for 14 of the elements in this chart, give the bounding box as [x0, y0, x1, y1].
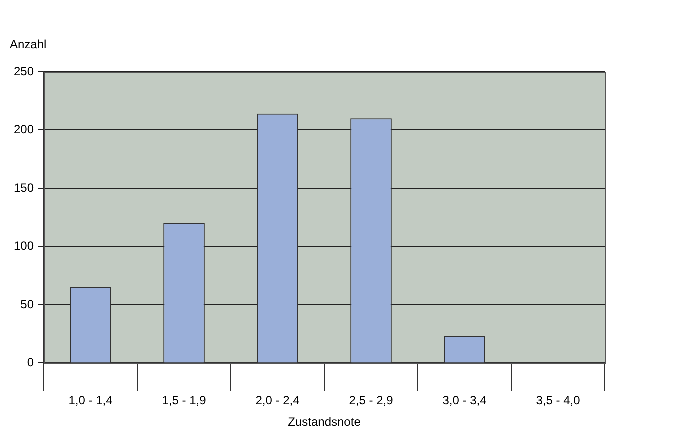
- y-tick-label: 100: [14, 239, 34, 254]
- x-tick-label: 2,5 - 2,9: [349, 394, 394, 408]
- x-axis-title: Zustandsnote: [288, 415, 362, 430]
- x-tick-label: 1,0 - 1,4: [68, 394, 114, 408]
- y-tick-label: 200: [14, 122, 34, 137]
- x-tick-label: 3,5 - 4,0: [536, 394, 581, 408]
- x-tick-label: 1,5 - 1,9: [162, 394, 207, 408]
- x-tick-label: 2,0 - 2,4: [256, 394, 300, 408]
- y-tick-label: 0: [27, 356, 34, 370]
- y-axis-title: Anzahl: [10, 37, 47, 52]
- y-tick-label: 250: [14, 64, 34, 78]
- x-tick-label: 3,0 - 3,4: [442, 394, 488, 408]
- y-tick-label: 150: [14, 180, 34, 195]
- y-tick-label: 50: [20, 297, 34, 312]
